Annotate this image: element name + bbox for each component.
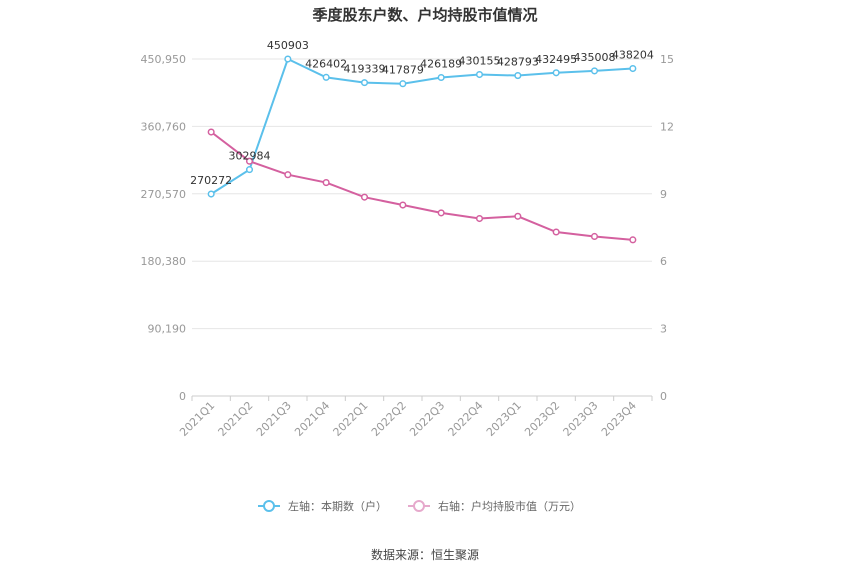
data-point[interactable] bbox=[360, 193, 369, 201]
x-axis: 2021Q12021Q22021Q32021Q42022Q12022Q22022… bbox=[177, 396, 653, 439]
data-point[interactable] bbox=[322, 179, 330, 187]
x-tick-label: 2022Q1 bbox=[331, 399, 371, 439]
data-point[interactable] bbox=[284, 171, 292, 179]
data-point[interactable] bbox=[590, 67, 599, 75]
x-tick-label: 2021Q4 bbox=[292, 399, 332, 439]
left-tick-label: 360,760 bbox=[141, 120, 187, 133]
x-tick-label: 2022Q4 bbox=[446, 399, 486, 439]
legend-item-left[interactable]: 左轴：本期数（户） bbox=[258, 499, 387, 513]
right-tick-label: 6 bbox=[660, 255, 667, 268]
data-label: 426189 bbox=[420, 58, 462, 71]
x-tick-label: 2021Q2 bbox=[216, 399, 256, 439]
data-label: 428793 bbox=[497, 56, 539, 69]
data-labels: 270272 302984 450903 4264024193394178794261… bbox=[190, 39, 654, 187]
data-label: 419339 bbox=[344, 63, 386, 76]
legend[interactable]: 左轴：本期数（户） 右轴：户均持股市值（万元） bbox=[258, 499, 581, 513]
x-tick-label: 2021Q1 bbox=[177, 399, 217, 439]
x-tick-label: 2023Q2 bbox=[522, 399, 562, 439]
x-tick-label: 2023Q1 bbox=[484, 399, 524, 439]
data-label: 438204 bbox=[612, 49, 654, 62]
left-tick-label: 90,190 bbox=[148, 323, 187, 336]
series-layer bbox=[207, 55, 637, 244]
x-tick-label: 2023Q3 bbox=[561, 399, 601, 439]
left-tick-label: 180,380 bbox=[141, 255, 187, 268]
data-point[interactable] bbox=[552, 69, 560, 77]
x-tick-label: 2022Q2 bbox=[369, 399, 409, 439]
series-line-1 bbox=[210, 131, 633, 241]
data-point[interactable] bbox=[475, 214, 484, 223]
source-note: 数据来源：恒生聚源 bbox=[371, 547, 479, 562]
data-point[interactable] bbox=[514, 212, 522, 220]
legend-right-marker bbox=[413, 500, 425, 512]
data-point[interactable] bbox=[245, 166, 254, 174]
grid bbox=[192, 58, 652, 397]
data-point[interactable] bbox=[629, 236, 637, 244]
data-point[interactable] bbox=[437, 73, 445, 82]
data-label: 430155 bbox=[459, 55, 501, 68]
legend-item-right[interactable]: 右轴：户均持股市值（万元） bbox=[408, 499, 581, 513]
right-tick-label: 3 bbox=[660, 323, 667, 336]
left-tick-label: 450,950 bbox=[141, 53, 187, 66]
data-point[interactable] bbox=[322, 73, 330, 81]
right-tick-label: 15 bbox=[660, 53, 674, 66]
left-tick-label: 270,570 bbox=[141, 188, 187, 201]
data-label: 435008 bbox=[574, 51, 616, 64]
data-label: 450903 bbox=[267, 39, 309, 52]
data-point[interactable] bbox=[284, 55, 292, 63]
data-label: 426402 bbox=[305, 57, 347, 70]
data-point[interactable] bbox=[552, 228, 560, 236]
data-point[interactable] bbox=[437, 209, 445, 217]
series-line-0 bbox=[210, 57, 633, 195]
right-tick-label: 12 bbox=[660, 120, 674, 133]
data-label: 417879 bbox=[382, 64, 424, 77]
legend-left-marker bbox=[263, 500, 275, 512]
left-axis: 0 90,190 180,380 270,570 360,760 450,950 bbox=[141, 53, 187, 403]
data-point[interactable] bbox=[514, 72, 522, 80]
data-point[interactable] bbox=[475, 70, 484, 79]
x-tick-label: 2023Q4 bbox=[599, 399, 639, 439]
x-tick-label: 2022Q3 bbox=[407, 399, 447, 439]
legend-right-label: 右轴：户均持股市值（万元） bbox=[438, 499, 581, 513]
data-point[interactable] bbox=[360, 79, 369, 87]
chart-title: 季度股东户数、户均持股市值情况 bbox=[312, 6, 537, 24]
data-label: 270272 bbox=[190, 174, 232, 187]
right-axis: 0 3 6 9 12 15 bbox=[660, 53, 674, 403]
right-tick-label: 9 bbox=[660, 188, 667, 201]
data-point[interactable] bbox=[399, 201, 407, 209]
data-label: 432495 bbox=[535, 53, 577, 66]
data-point[interactable] bbox=[399, 80, 407, 88]
right-tick-label: 0 bbox=[660, 390, 667, 403]
data-point[interactable] bbox=[207, 128, 215, 136]
legend-left-label: 左轴：本期数（户） bbox=[288, 499, 387, 513]
data-point[interactable] bbox=[590, 232, 599, 241]
data-point[interactable] bbox=[207, 190, 215, 198]
data-label: 302984 bbox=[229, 150, 271, 163]
x-tick-label: 2021Q3 bbox=[254, 399, 294, 439]
left-tick-label: 0 bbox=[179, 390, 186, 403]
data-point[interactable] bbox=[629, 64, 637, 73]
data-point[interactable] bbox=[245, 157, 254, 165]
